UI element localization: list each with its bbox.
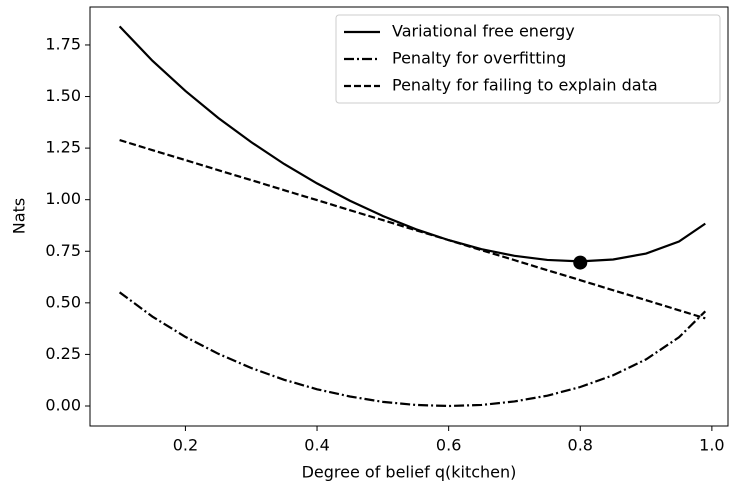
y-tick-label: 1.25 bbox=[45, 138, 81, 157]
x-tick-label: 0.8 bbox=[568, 436, 593, 455]
y-tick-label: 1.00 bbox=[45, 189, 81, 208]
x-tick-label: 0.6 bbox=[436, 436, 461, 455]
y-tick-label: 0.75 bbox=[45, 241, 81, 260]
x-tick-label: 0.4 bbox=[304, 436, 329, 455]
legend-label: Variational free energy bbox=[392, 22, 575, 41]
y-tick-label: 0.00 bbox=[45, 395, 81, 414]
series-line bbox=[118, 25, 706, 263]
plot-frame bbox=[89, 6, 729, 427]
legend-label: Penalty for overfitting bbox=[392, 49, 566, 68]
x-axis-label: Degree of belief q(kitchen) bbox=[302, 463, 517, 482]
x-tick-label: 1.0 bbox=[699, 436, 724, 455]
y-axis-label: Nats bbox=[10, 198, 29, 234]
series-line bbox=[119, 139, 706, 320]
y-tick-label: 0.50 bbox=[45, 292, 81, 311]
y-tick-label: 1.75 bbox=[45, 34, 81, 53]
marker-point bbox=[573, 255, 588, 270]
x-tick-label: 0.2 bbox=[173, 436, 198, 455]
legend-box bbox=[335, 14, 721, 104]
y-tick-label: 1.50 bbox=[45, 86, 81, 105]
legend-label: Penalty for failing to explain data bbox=[392, 76, 658, 95]
y-tick-label: 0.25 bbox=[45, 344, 81, 363]
series-line bbox=[118, 291, 707, 408]
